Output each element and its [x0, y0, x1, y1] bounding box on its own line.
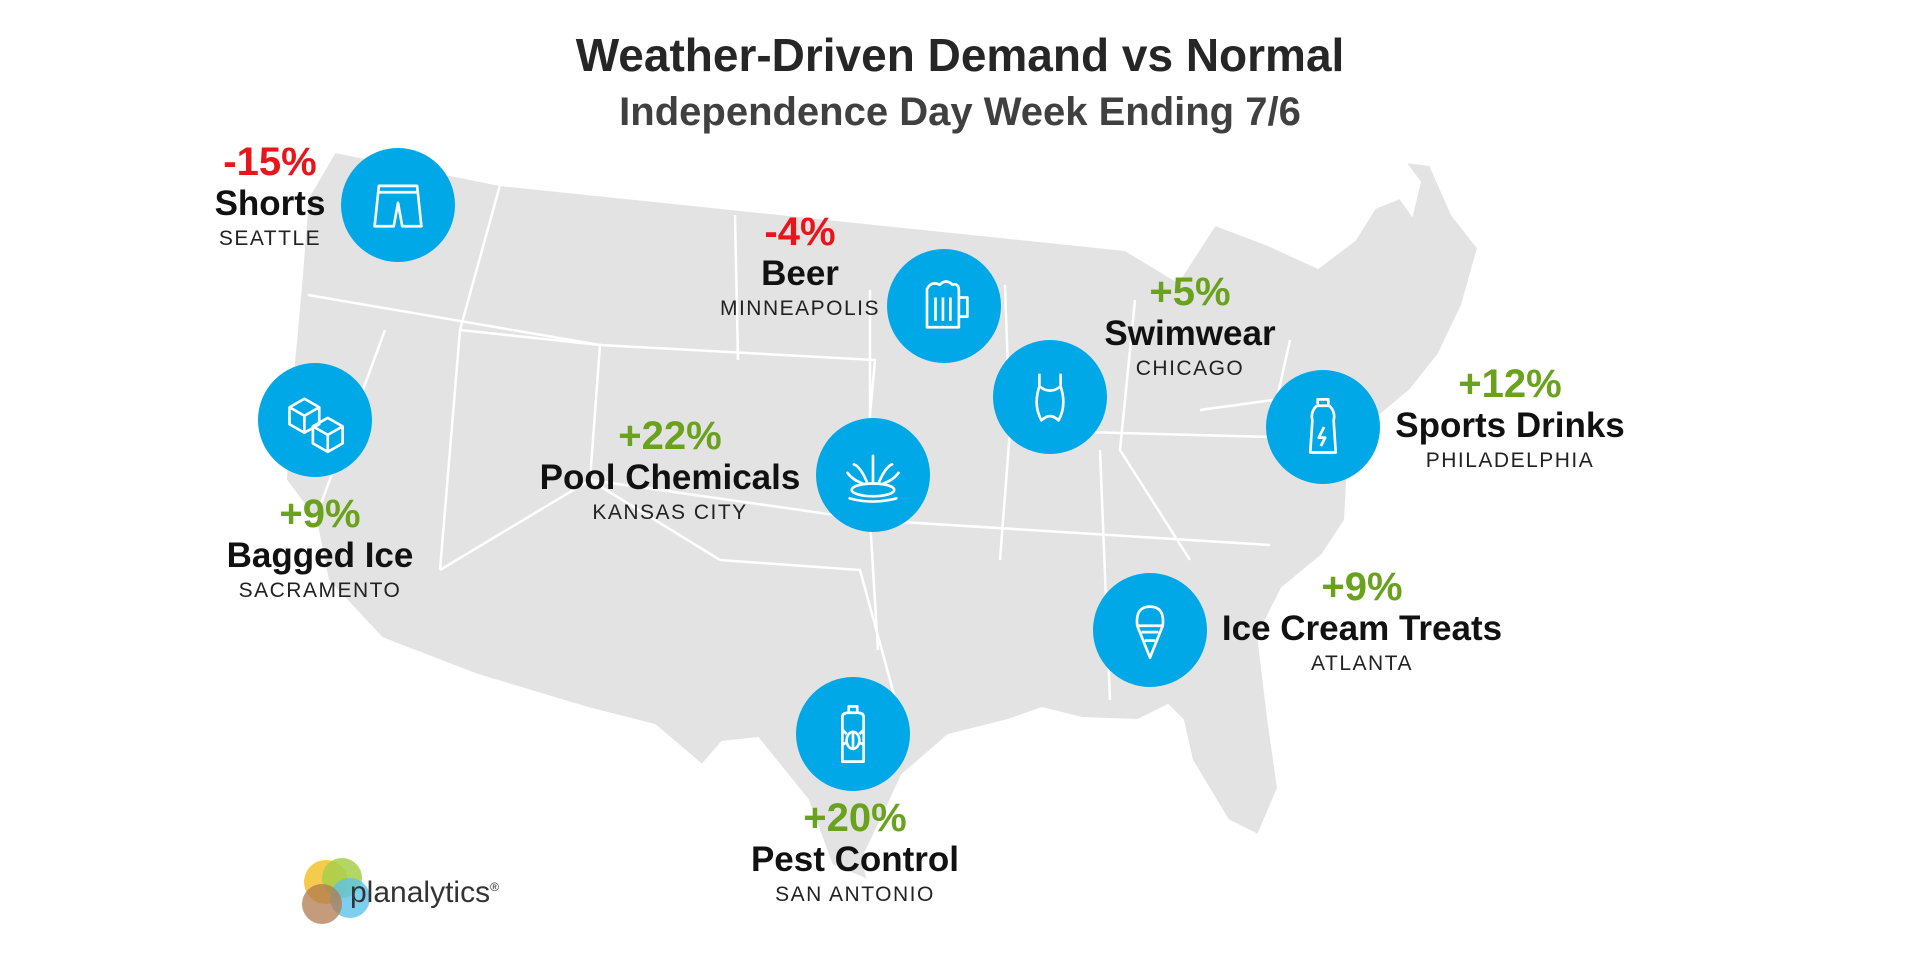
product-name: Bagged Ice	[226, 536, 414, 575]
bug-spray-can-icon	[796, 677, 910, 791]
city-name: ATLANTA	[1311, 652, 1413, 675]
city-name: SEATTLE	[218, 227, 322, 250]
percent-change: +9%	[279, 492, 361, 536]
swimsuit-icon	[993, 340, 1107, 454]
product-name: Sports Drinks	[1395, 406, 1625, 445]
product-name: Beer	[761, 254, 839, 293]
city-name: KANSAS CITY	[592, 501, 748, 524]
percent-change: +9%	[1321, 565, 1403, 609]
percent-change: -4%	[764, 210, 836, 254]
planalytics-logo	[302, 858, 370, 924]
percent-change: +12%	[1458, 362, 1562, 406]
shorts-icon	[341, 148, 455, 262]
beer-mug-icon	[887, 249, 1001, 363]
label-kansas-city: +22% Pool Chemicals KANSAS CITY	[520, 414, 820, 528]
ice-cream-cone-icon	[1093, 573, 1207, 687]
label-chicago: +5% Swimwear CHICAGO	[1080, 270, 1300, 384]
registered-mark: ®	[490, 880, 499, 894]
percent-change: -15%	[223, 140, 317, 184]
city-name: MINNEAPOLIS	[719, 297, 881, 320]
chart-subtitle: Independence Day Week Ending 7/6	[619, 90, 1301, 134]
product-name: Pool Chemicals	[539, 458, 801, 497]
percent-change: +22%	[618, 414, 722, 458]
logo-text: planalytics	[350, 876, 491, 909]
city-name: PHILADELPHIA	[1425, 449, 1595, 472]
logo-wordmark: planalytics®	[350, 876, 499, 910]
label-sacramento: +9% Bagged Ice SACRAMENTO	[200, 492, 440, 606]
product-name: Ice Cream Treats	[1221, 609, 1503, 648]
city-name: SACRAMENTO	[238, 579, 402, 602]
percent-change: +5%	[1149, 270, 1231, 314]
city-name: SAN ANTONIO	[775, 883, 935, 906]
product-name: Pest Control	[750, 840, 960, 879]
product-name: Swimwear	[1104, 314, 1276, 353]
product-name: Shorts	[214, 184, 326, 223]
label-philadelphia: +12% Sports Drinks PHILADELPHIA	[1385, 362, 1635, 476]
label-atlanta: +9% Ice Cream Treats ATLANTA	[1212, 565, 1512, 679]
chart-title: Weather-Driven Demand vs Normal	[575, 29, 1345, 81]
city-name: CHICAGO	[1135, 357, 1245, 380]
water-splash-icon	[816, 418, 930, 532]
sports-drink-bottle-icon	[1266, 370, 1380, 484]
ice-cubes-icon	[258, 363, 372, 477]
label-seattle: -15% Shorts SEATTLE	[180, 140, 360, 254]
percent-change: +20%	[803, 796, 907, 840]
label-minneapolis: -4% Beer MINNEAPOLIS	[680, 210, 920, 324]
label-san-antonio: +20% Pest Control SAN ANTONIO	[720, 796, 990, 910]
